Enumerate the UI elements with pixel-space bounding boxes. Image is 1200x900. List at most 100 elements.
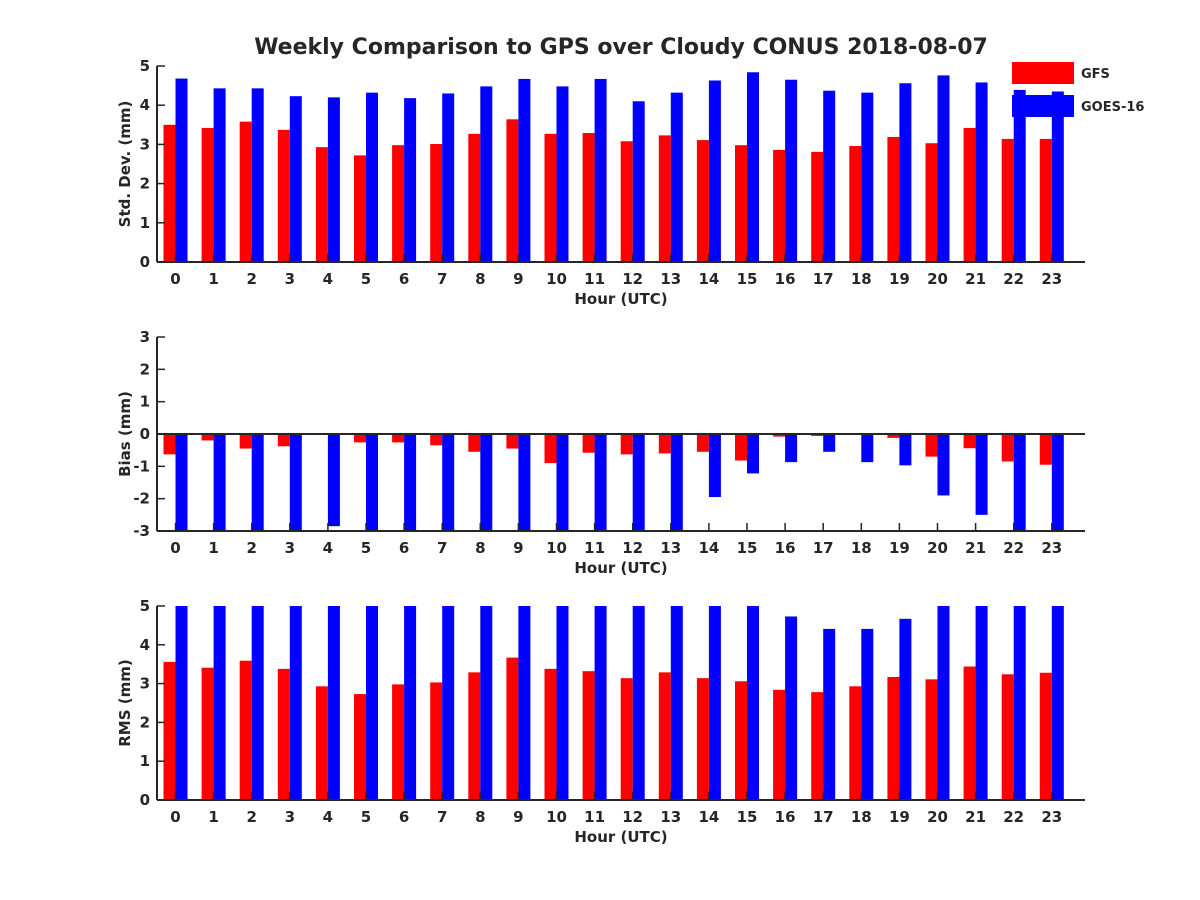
rms-bar-goes16-21 (975, 606, 988, 800)
std-dev-bar-gfs-21 (963, 127, 976, 262)
rms-bar-gfs-16 (773, 689, 786, 800)
bias-bar-gfs-15 (735, 434, 747, 461)
rms-bar-goes16-6 (404, 606, 417, 800)
rms-bar-goes16-19 (899, 618, 912, 800)
std-dev-bar-goes16-1 (213, 88, 226, 263)
bias-bar-gfs-7 (430, 434, 443, 446)
bias-x-tick-label: 1 (208, 539, 218, 557)
std-dev-x-tick-label: 1 (208, 270, 218, 288)
rms-x-tick-label: 18 (851, 808, 872, 826)
bias-x-tick-label: 0 (170, 539, 180, 557)
rms-y-tick-label: 4 (140, 636, 150, 654)
std-dev-bar-gfs-4 (315, 147, 328, 262)
rms-x-tick-label: 9 (513, 808, 523, 826)
std-dev-x-tick-label: 6 (399, 270, 409, 288)
bias-bar-gfs-23 (1039, 434, 1052, 465)
rms-x-tick-label: 1 (208, 808, 218, 826)
rms-x-tick-label: 13 (660, 808, 681, 826)
rms-x-tick-label: 8 (475, 808, 485, 826)
std-dev-bar-goes16-15 (747, 72, 759, 262)
bias-bar-gfs-3 (277, 434, 290, 447)
std-dev-bar-goes16-4 (327, 97, 340, 262)
bias-x-tick-label: 6 (399, 539, 409, 557)
rms-bar-goes16-7 (442, 606, 455, 800)
bias-bar-goes16-7 (442, 434, 455, 531)
bias-x-tick-label: 7 (437, 539, 447, 557)
rms-y-tick-label: 2 (140, 713, 150, 731)
bias-bar-gfs-10 (544, 434, 557, 464)
rms-bar-goes16-4 (327, 606, 340, 800)
std-dev-bar-goes16-20 (937, 75, 950, 263)
rms-y-tick-label: 3 (140, 675, 150, 693)
rms-x-tick-label: 10 (546, 808, 567, 826)
std-dev-x-tick-label: 11 (584, 270, 605, 288)
std-dev-bar-goes16-3 (289, 96, 302, 263)
std-dev-x-tick-label: 17 (813, 270, 834, 288)
bias-bar-goes16-1 (213, 434, 226, 531)
bias-x-tick-label: 9 (513, 539, 523, 557)
bias-bar-gfs-9 (506, 434, 519, 449)
std-dev-bar-goes16-10 (556, 86, 569, 262)
rms-bar-goes16-20 (937, 606, 950, 800)
std-dev-bar-gfs-23 (1039, 138, 1052, 262)
bias-bar-goes16-9 (518, 434, 531, 531)
bias-y-tick-label: -3 (133, 522, 150, 540)
rms-x-tick-label: 6 (399, 808, 409, 826)
rms-bar-gfs-4 (315, 686, 328, 800)
rms-bar-gfs-19 (887, 677, 900, 800)
rms-bar-gfs-12 (620, 678, 633, 800)
rms-bar-goes16-8 (480, 606, 493, 800)
std-dev-x-tick-label: 5 (361, 270, 371, 288)
std-dev-bar-gfs-18 (849, 145, 862, 262)
std-dev-bar-gfs-16 (773, 149, 786, 262)
rms-x-tick-label: 4 (323, 808, 333, 826)
rms-bar-goes16-12 (632, 606, 645, 800)
std-dev-bar-gfs-15 (735, 145, 747, 262)
rms-x-tick-label: 15 (737, 808, 758, 826)
std-dev-x-tick-label: 12 (622, 270, 643, 288)
bias-bar-gfs-5 (354, 434, 366, 443)
std-dev-x-tick-label: 19 (889, 270, 910, 288)
bias-x-tick-label: 13 (660, 539, 681, 557)
std-dev-bar-gfs-20 (925, 143, 938, 262)
bias-y-tick-label: 1 (140, 393, 150, 411)
bias-bar-gfs-21 (963, 434, 976, 449)
std-dev-x-tick-label: 21 (965, 270, 986, 288)
std-dev-bar-goes16-5 (366, 92, 378, 262)
rms-bar-gfs-5 (354, 694, 366, 800)
std-dev-bar-goes16-9 (518, 78, 531, 262)
std-dev-bar-goes16-8 (480, 86, 493, 262)
bias-x-tick-label: 19 (889, 539, 910, 557)
std-dev-bar-goes16-11 (594, 78, 607, 262)
bias-x-tick-label: 22 (1003, 539, 1024, 557)
rms-x-tick-label: 16 (775, 808, 796, 826)
std-dev-y-tick-label: 0 (140, 253, 150, 271)
std-dev-bar-gfs-10 (544, 133, 557, 262)
std-dev-x-axis-label: Hour (UTC) (574, 290, 667, 308)
rms-bar-goes16-23 (1051, 606, 1064, 800)
bias-y-tick-label: -2 (133, 490, 150, 508)
rms-x-tick-label: 19 (889, 808, 910, 826)
rms-x-tick-label: 23 (1041, 808, 1062, 826)
std-dev-x-tick-label: 15 (737, 270, 758, 288)
std-dev-x-tick-label: 10 (546, 270, 567, 288)
bias-bar-goes16-16 (785, 434, 798, 463)
std-dev-bar-gfs-17 (811, 151, 824, 262)
rms-bar-gfs-15 (735, 681, 747, 800)
rms-bar-goes16-1 (213, 606, 226, 800)
rms-bar-goes16-3 (289, 606, 302, 800)
bias-bar-goes16-0 (175, 434, 188, 531)
rms-x-axis-label: Hour (UTC) (574, 828, 667, 846)
std-dev-bar-gfs-3 (277, 129, 290, 262)
rms-bar-gfs-21 (963, 666, 976, 800)
std-dev-y-tick-label: 1 (140, 214, 150, 232)
std-dev-y-tick-label: 4 (140, 96, 150, 114)
std-dev-bar-goes16-16 (785, 79, 798, 262)
bias-bar-goes16-17 (823, 434, 836, 452)
std-dev-bar-goes16-7 (442, 93, 455, 262)
rms-bar-gfs-7 (430, 682, 443, 800)
bias-x-tick-label: 5 (361, 539, 371, 557)
bias-bar-goes16-4 (327, 434, 340, 527)
